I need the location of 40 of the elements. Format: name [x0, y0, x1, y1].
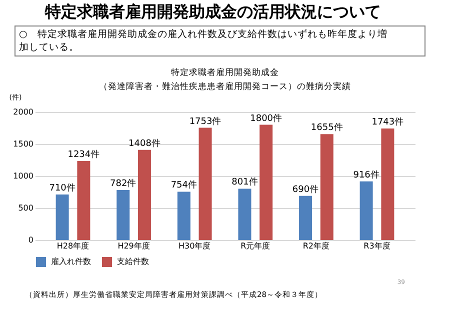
bar [198, 128, 212, 240]
data-label: 1753件 [189, 116, 222, 127]
bar [299, 196, 312, 240]
bar [381, 128, 394, 240]
data-label: 916件 [353, 169, 380, 180]
x-tick-label: R3年度 [364, 242, 390, 250]
bar [138, 150, 151, 240]
legend-label: 支給件数 [117, 257, 149, 266]
data-label: 801件 [232, 176, 258, 188]
y-tick-label: 500 [18, 204, 34, 212]
data-label: 1234件 [68, 149, 100, 160]
chart-subtitle: 特定求職者雇用開発助成金（発達障害者・難治性疾患患者雇用開発コース）の難病分実績 [99, 67, 351, 92]
chart-title: 特定求職者雇用開発助成金の活用状況について [44, 2, 381, 21]
y-tick-label: 1000 [13, 172, 34, 180]
data-label: 1408件 [128, 138, 160, 149]
data-label: 1800件 [250, 112, 282, 124]
data-label: 1655件 [310, 122, 343, 134]
bar [77, 161, 90, 240]
data-label: 754件 [170, 180, 198, 191]
y-tick-label: 2000 [13, 108, 34, 116]
bar [238, 188, 252, 240]
data-label: 1743件 [372, 116, 404, 128]
text: ○ 特定求職者雇用開発助成金の雇入れ件数及び支給件数はいずれも昨年度より増加している。 [19, 28, 388, 53]
y-tick-label: 1500 [13, 140, 34, 148]
x-tick-label: H30年度 [178, 242, 211, 250]
data-label: 782件 [110, 178, 136, 189]
x-tick-label: H29年度 [118, 242, 150, 250]
data-label: 710件 [49, 182, 76, 194]
x-tick-label: R2年度 [302, 242, 330, 250]
x-tick-label: H28年度 [56, 242, 90, 250]
y-tick-label: 0 [28, 236, 34, 244]
bar [56, 194, 69, 240]
bar [260, 124, 273, 240]
bar [116, 190, 130, 240]
x-tick-label: R元年度 [240, 242, 270, 250]
data-label: 690件 [292, 184, 319, 195]
bar [320, 134, 334, 240]
bar [360, 181, 373, 240]
bar [177, 192, 190, 240]
legend-label: 雇入れ件数 [51, 257, 91, 266]
